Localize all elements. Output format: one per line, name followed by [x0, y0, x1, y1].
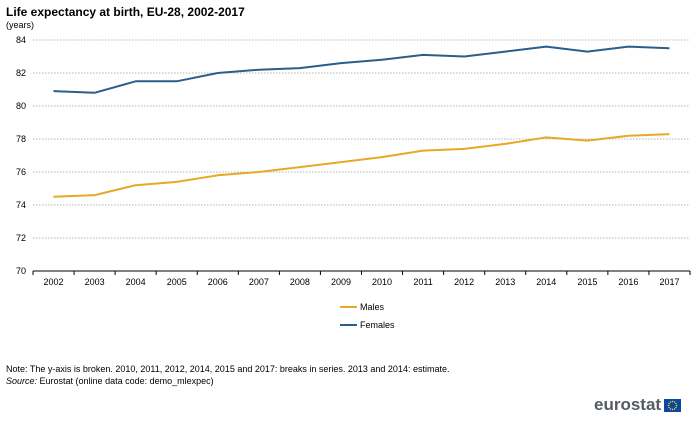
flag-star [671, 400, 674, 402]
x-tick-label: 2005 [167, 277, 187, 287]
x-tick-label: 2015 [577, 277, 597, 287]
x-tick-label: 2011 [413, 277, 432, 287]
legend: Males Females [340, 302, 395, 330]
x-tick-label: 2014 [536, 277, 556, 287]
flag-star [673, 407, 676, 410]
eurostat-logo: eurostat [594, 395, 682, 415]
y-axis-unit: (years) [6, 20, 35, 30]
series-line-males [53, 133, 670, 198]
y-tick-label: 72 [16, 233, 26, 243]
y-tick-label: 70 [16, 266, 26, 276]
flag-star [673, 400, 676, 403]
series-lines [53, 45, 670, 198]
flag-star [669, 407, 672, 410]
y-tick-label: 78 [16, 134, 26, 144]
eu-flag-icon [664, 398, 682, 412]
x-tick-label: 2012 [454, 277, 474, 287]
x-tick-label: 2002 [44, 277, 64, 287]
flag-star [668, 402, 670, 404]
x-tick-label: 2009 [331, 277, 351, 287]
footnote: Note: The y-axis is broken. 2010, 2011, … [6, 364, 450, 374]
y-tick-label: 80 [16, 101, 26, 111]
source-text: Eurostat (online data code: demo_mlexpec… [37, 376, 214, 386]
gridlines [33, 39, 690, 239]
flag-star [668, 406, 670, 408]
x-tick-label: 2003 [85, 277, 105, 287]
flag-star [675, 404, 678, 406]
source-label: Source: [6, 376, 38, 386]
x-tick-label: 2006 [208, 277, 228, 287]
chart-title: Life expectancy at birth, EU-28, 2002-20… [6, 5, 245, 19]
x-tick-label: 2013 [495, 277, 515, 287]
flag-star [675, 402, 677, 404]
legend-label: Females [360, 320, 395, 330]
flag-star [667, 404, 670, 406]
flag-star [669, 400, 672, 403]
flag-star [675, 406, 677, 408]
legend-label: Males [360, 302, 385, 312]
y-tick-label: 84 [16, 35, 26, 45]
axes: 70 72 74 76 78 80 82 84 2002 2003 2004 2005 2006 2007… [16, 35, 691, 287]
line-chart: 70 72 74 76 78 80 82 84 2002 2003 2004 2005 2006 2007… [16, 35, 691, 330]
x-tick-label: 2007 [249, 277, 269, 287]
x-tick-label: 2016 [618, 277, 638, 287]
logo-text: eurostat [594, 395, 662, 414]
x-tick-label: 2004 [126, 277, 146, 287]
x-tick-label: 2008 [290, 277, 310, 287]
series-line-females [53, 45, 670, 94]
y-tick-label: 82 [16, 68, 26, 78]
source-line: Source: Eurostat (online data code: demo… [6, 376, 214, 386]
y-tick-label: 74 [16, 200, 26, 210]
x-tick-label: 2010 [372, 277, 392, 287]
flag-star [671, 408, 674, 410]
x-tick-label: 2017 [659, 277, 679, 287]
y-tick-label: 76 [16, 167, 26, 177]
